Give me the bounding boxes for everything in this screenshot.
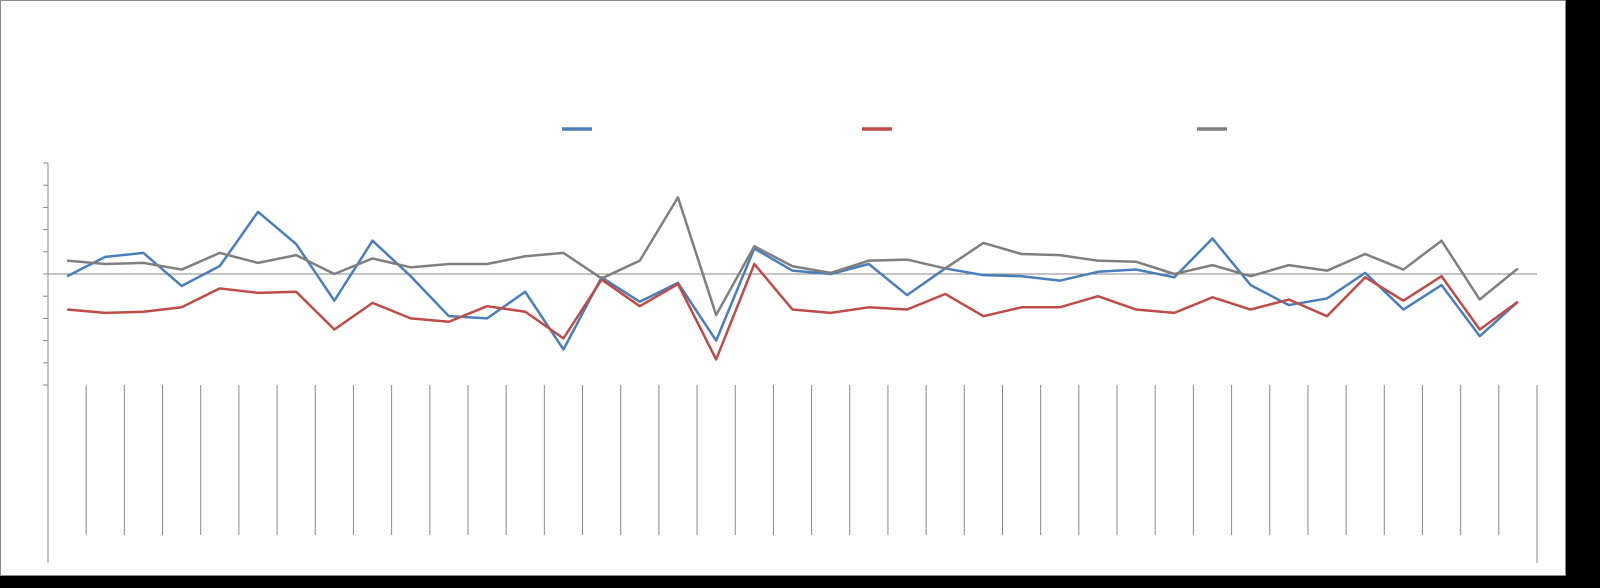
series-line	[66, 210, 1519, 351]
chart-area	[0, 0, 1566, 576]
series-line	[66, 196, 1519, 317]
series-line	[66, 262, 1519, 361]
